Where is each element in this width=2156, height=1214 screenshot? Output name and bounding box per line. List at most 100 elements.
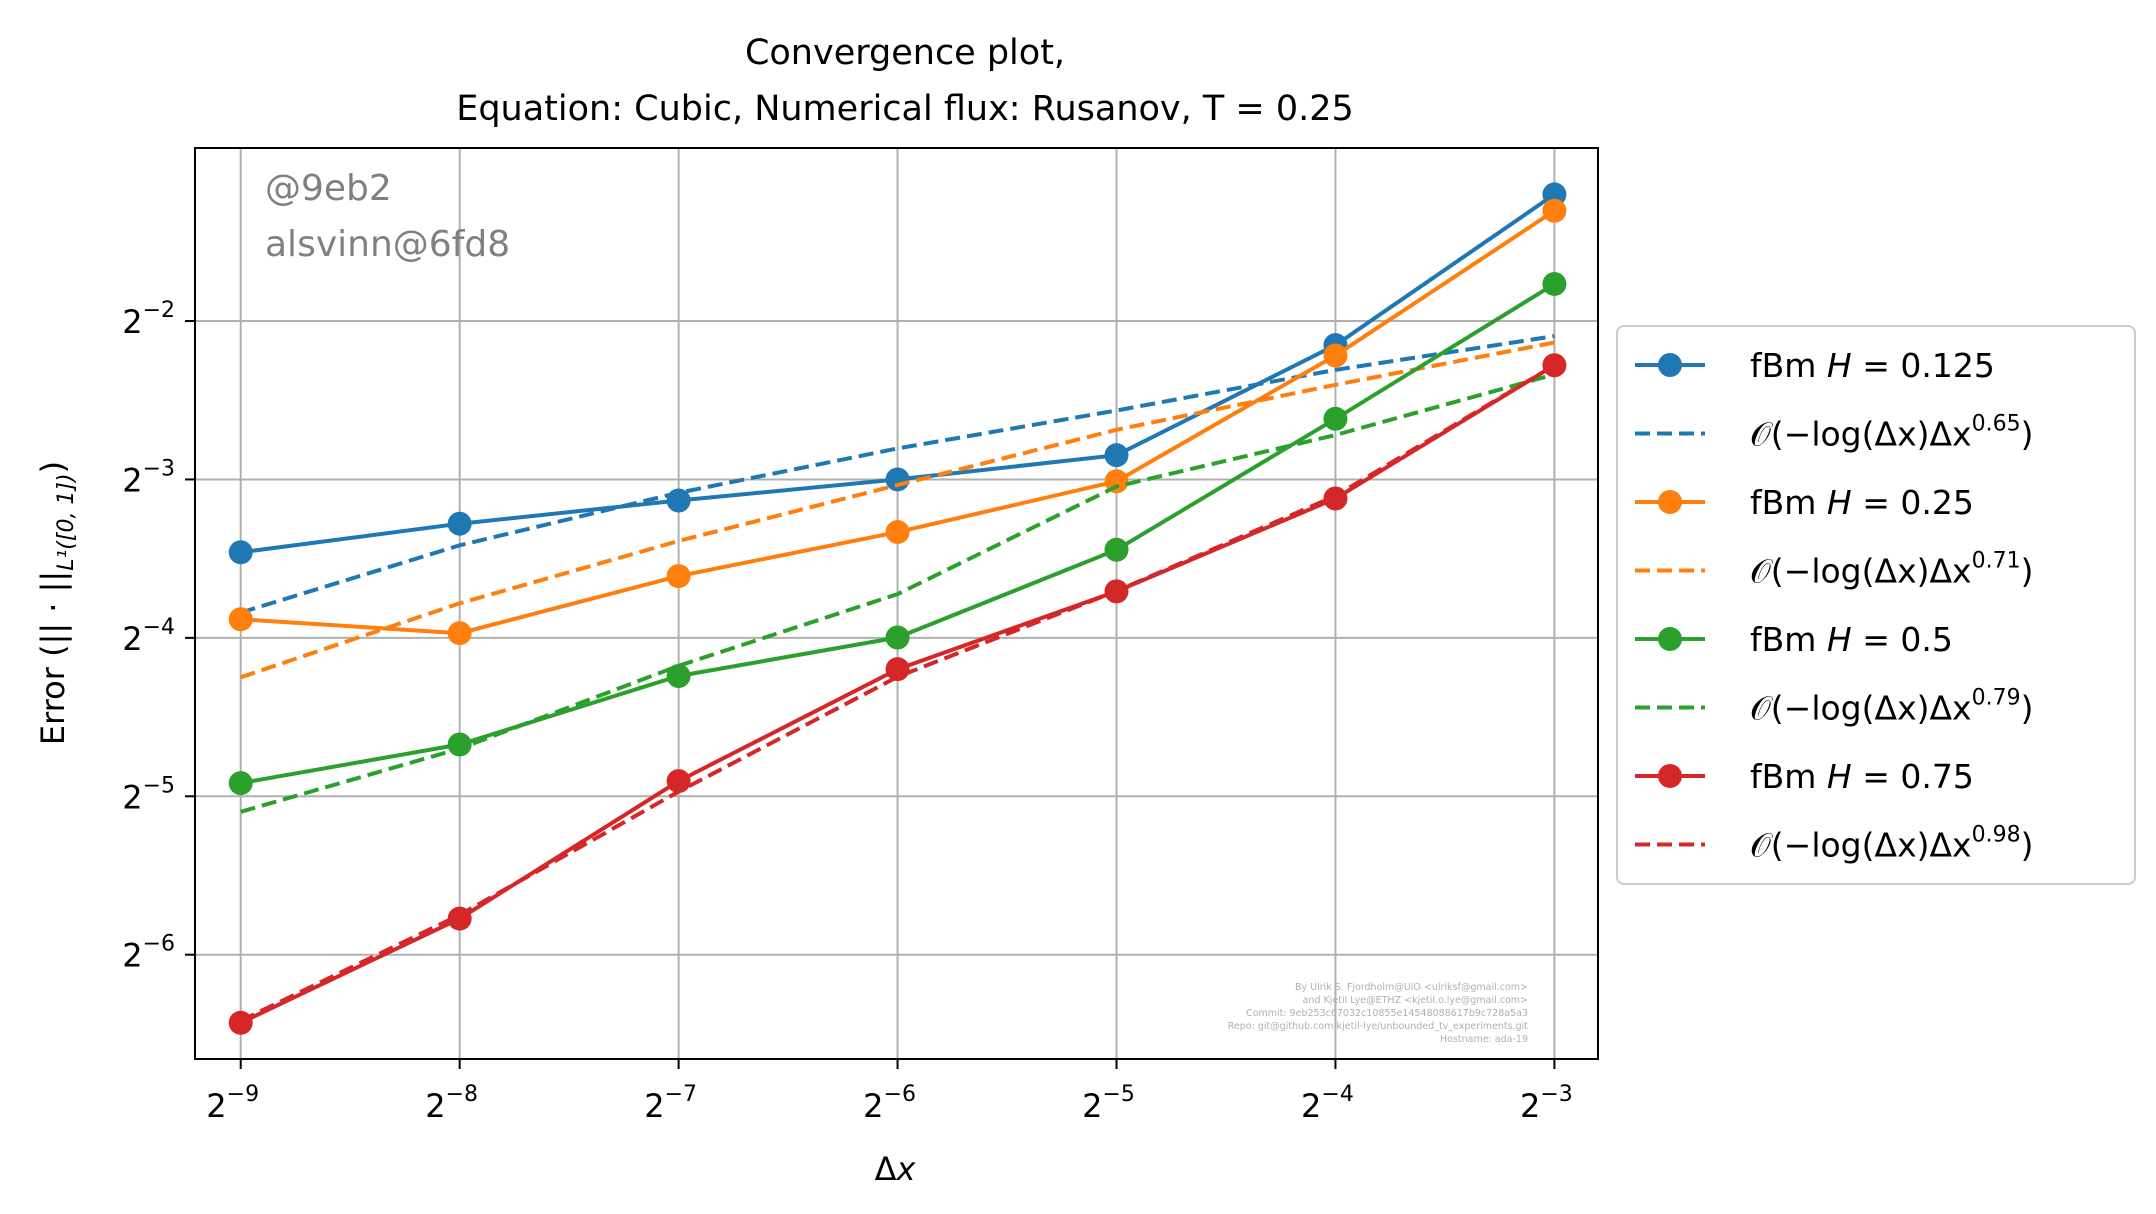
tick-exponent: −3: [1540, 1082, 1572, 1107]
series-layer: [228, 182, 1567, 1035]
legend-label-part: ): [2021, 415, 2034, 454]
y-tick-label: 2−5: [122, 773, 175, 816]
legend-label: fBm H = 0.5: [1750, 620, 1953, 659]
tick-exponent: −5: [143, 773, 175, 798]
tick-base: 2: [122, 778, 142, 816]
legend-label: fBm H = 0.25: [1750, 483, 1974, 522]
legend-entry: 𝒪(−log(Δx)Δx0.98): [1635, 823, 2033, 865]
tick-base: 2: [425, 1087, 445, 1125]
tick-base: 2: [1082, 1087, 1102, 1125]
data-point: [447, 732, 472, 757]
tick-base: 2: [863, 1087, 883, 1125]
legend-entry: 𝒪(−log(Δx)Δx0.79): [1635, 686, 2033, 728]
legend-label-part: ): [2021, 552, 2034, 591]
plot-frame: [194, 147, 1599, 1060]
data-point: [1104, 537, 1129, 562]
legend-entry: fBm H = 0.25: [1635, 483, 1974, 522]
chart-title: Convergence plot, Equation: Cubic, Numer…: [456, 33, 1354, 129]
credits-line: Repo: git@github.com:kjetil-lye/unbounde…: [1228, 1021, 1529, 1032]
legend-label-part: 𝒪(−log(Δx)Δx: [1750, 415, 1972, 454]
x-tick-label: 2−6: [863, 1082, 916, 1125]
credits-block: By Ulrik S. Fjordholm@UiO <ulriksf@gmail…: [1228, 982, 1529, 1045]
x-tick-label: 2−9: [206, 1082, 259, 1125]
reference-rate-line: [240, 340, 1555, 680]
legend-label: 𝒪(−log(Δx)Δx0.98): [1750, 823, 2033, 865]
tick-base: 2: [122, 937, 142, 975]
x-axis-ticks: 2−9 2−8 2−7 2−6 2−5 2−4 2−3: [206, 1059, 1573, 1125]
y-axis-label: Error (|| · ||L¹([0, 1])): [34, 461, 79, 745]
data-point: [1542, 198, 1567, 223]
legend-label-part: = 0.25: [1852, 483, 1974, 522]
watermark: @9eb2 alsvinn@6fd8: [265, 168, 510, 265]
tick-base: 2: [206, 1087, 226, 1125]
tick-exponent: −9: [227, 1082, 259, 1107]
tick-exponent: −4: [1321, 1082, 1353, 1107]
legend-label-part: fBm: [1750, 757, 1827, 796]
data-point: [885, 520, 910, 545]
x-tick-label: 2−8: [425, 1082, 478, 1125]
legend-label-part: 𝒪(−log(Δx)Δx: [1750, 826, 1972, 865]
reference-rate-line: [239, 363, 1556, 1023]
tick-base: 2: [1520, 1087, 1540, 1125]
legend-label: 𝒪(−log(Δx)Δx0.71): [1750, 549, 2033, 591]
legend-label-var: H: [1827, 483, 1852, 522]
data-point: [228, 607, 253, 632]
legend-label-part: fBm: [1750, 483, 1827, 522]
credits-line: Hostname: ada-19: [1440, 1034, 1528, 1045]
credits-line: By Ulrik S. Fjordholm@UiO <ulriksf@gmail…: [1295, 982, 1528, 993]
tick-exponent: −5: [1102, 1082, 1134, 1107]
watermark-line1: @9eb2: [265, 168, 392, 209]
legend-label-part: = 0.5: [1852, 620, 1953, 659]
legend-label-part: ): [2021, 826, 2034, 865]
credits-line: Commit: 9eb253c67032c10855e14548088617b9…: [1246, 1008, 1528, 1019]
data-point: [666, 769, 691, 794]
legend-label-part: ): [2021, 689, 2034, 728]
legend-label: fBm H = 0.125: [1750, 346, 1995, 385]
legend-items: fBm H = 0.125 𝒪(−log(Δx)Δx0.65) fBm H = 0.…: [1635, 346, 2033, 865]
legend-label-var: H: [1827, 757, 1852, 796]
tick-base: 2: [1301, 1087, 1321, 1125]
legend-label-part: fBm: [1750, 620, 1827, 659]
tick-base: 2: [122, 620, 142, 658]
legend-label: fBm H = 0.75: [1750, 757, 1974, 796]
tick-exponent: −4: [143, 615, 175, 640]
tick-exponent: −6: [884, 1082, 916, 1107]
legend-label-var: H: [1827, 346, 1852, 385]
chart-title-line1: Convergence plot,: [745, 33, 1065, 73]
legend-marker: [1658, 764, 1682, 788]
legend-entry: 𝒪(−log(Δx)Δx0.65): [1635, 412, 2033, 454]
y-tick-label: 2−4: [122, 615, 175, 658]
x-tick-label: 2−3: [1520, 1082, 1573, 1125]
legend-marker: [1658, 627, 1682, 651]
y-axis-ticks: 2−62−52−42−32−2: [122, 298, 195, 975]
reference-rate-line: [240, 334, 1555, 615]
chart-subtitle: Equation: Cubic, Numerical flux: Rusanov…: [456, 89, 1354, 129]
data-point: [228, 771, 253, 796]
legend-label-part: = 0.125: [1852, 346, 1995, 385]
legend: fBm H = 0.125 𝒪(−log(Δx)Δx0.65) fBm H = 0.…: [1616, 325, 2136, 885]
data-point: [228, 540, 253, 565]
tick-exponent: −8: [446, 1082, 478, 1107]
x-tick-label: 2−4: [1301, 1082, 1354, 1125]
legend-label: 𝒪(−log(Δx)Δx0.65): [1750, 412, 2033, 454]
x-tick-label: 2−5: [1082, 1082, 1135, 1125]
data-point: [666, 564, 691, 589]
x-axis-label: Δx: [875, 1150, 917, 1188]
legend-label-sup: 0.98: [1972, 823, 2021, 848]
legend-entry: 𝒪(−log(Δx)Δx0.71): [1635, 549, 2033, 591]
tick-exponent: −6: [143, 932, 175, 957]
data-point: [1323, 406, 1348, 431]
data-point: [1542, 271, 1567, 296]
legend-label-sup: 0.71: [1972, 549, 2021, 574]
tick-base: 2: [644, 1087, 664, 1125]
legend-marker: [1658, 353, 1682, 377]
legend-label-part: fBm: [1750, 346, 1827, 385]
data-point: [1323, 486, 1348, 511]
tick-base: 2: [122, 303, 142, 341]
legend-label-var: H: [1827, 620, 1852, 659]
legend-entry: fBm H = 0.5: [1635, 620, 1953, 659]
y-tick-label: 2−2: [122, 298, 175, 341]
credits-line: and Kjetil Lye@ETHZ <kjetil.o.lye@gmail.…: [1303, 995, 1528, 1006]
legend-entry: fBm H = 0.75: [1635, 757, 1974, 796]
